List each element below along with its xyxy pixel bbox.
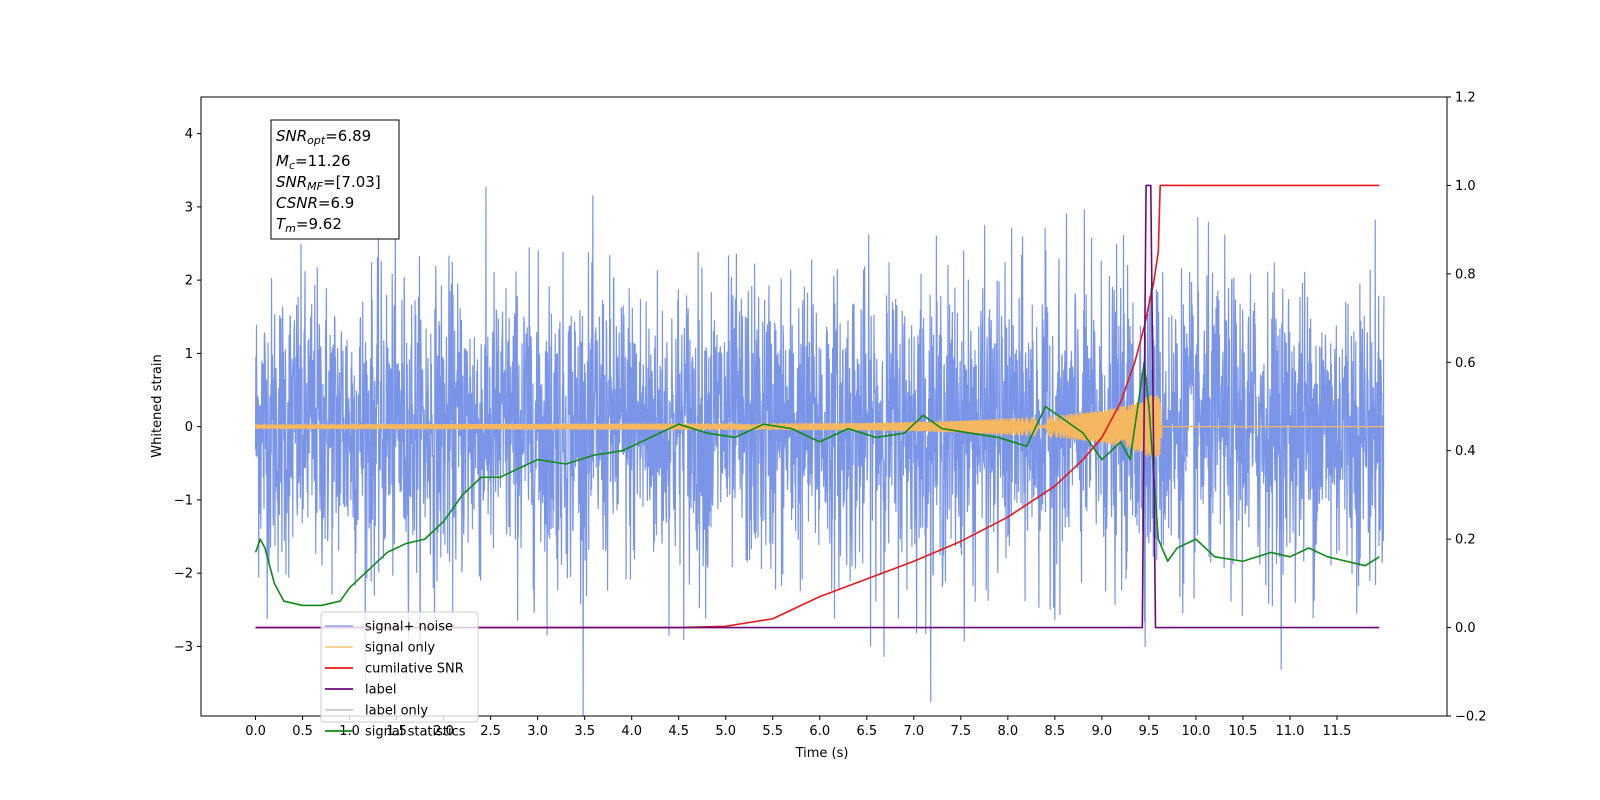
x-tick-label: 2.0 xyxy=(433,724,454,739)
x-axis-label: Time (s) xyxy=(795,746,849,761)
x-tick-label: 10.5 xyxy=(1228,724,1257,739)
x-tick-label: 8.0 xyxy=(998,724,1019,739)
series-signal-only xyxy=(254,394,1384,460)
x-axis: 0.0 0.5 1.0 1.5 2.0 2.5 3.0 3.5 4.0 4.5 5.0 5.5 6.0 6… xyxy=(245,716,1351,739)
y-right-tick-label: 0.6 xyxy=(1455,356,1476,371)
y-axis-left: 4 3 2 1 0 −1 −2 −3 xyxy=(174,127,201,655)
series-label xyxy=(255,184,1380,629)
y-left-tick-label: −3 xyxy=(174,640,193,655)
x-tick-label: 5.0 xyxy=(715,724,736,739)
x-tick-label: 11.5 xyxy=(1322,724,1351,739)
y-left-tick-label: 4 xyxy=(185,127,193,142)
y-left-tick-label: 1 xyxy=(185,347,193,362)
y-right-tick-label: 0.2 xyxy=(1455,533,1476,548)
y-right-tick-label: 0.4 xyxy=(1455,444,1476,459)
x-tick-label: 4.5 xyxy=(668,724,689,739)
annotation-snr-mf: SNRMF=[7.03] xyxy=(276,173,381,193)
x-tick-label: 7.5 xyxy=(950,724,971,739)
x-tick-label: 1.5 xyxy=(386,724,407,739)
x-tick-label: 4.0 xyxy=(621,724,642,739)
legend-label-label: label xyxy=(365,683,396,698)
y-right-tick-label: 1.2 xyxy=(1455,91,1476,106)
y-left-tick-label: 0 xyxy=(185,420,193,435)
legend-label-label-only: label only xyxy=(365,704,428,719)
x-tick-label: 8.5 xyxy=(1045,724,1066,739)
x-tick-label: 6.0 xyxy=(809,724,830,739)
annotation-box: SNRopt=6.89 Mc=11.26 SNRMF=[7.03] CSNR=6… xyxy=(270,119,400,240)
legend-label-signal-statistics: signal statistics xyxy=(365,725,466,740)
y-left-tick-label: 3 xyxy=(185,200,193,215)
y-axis-label: Whitened strain xyxy=(150,354,165,457)
series-cumilative-snr xyxy=(255,184,1380,629)
legend-frame xyxy=(320,611,479,723)
annotation-frame xyxy=(270,119,400,240)
x-tick-label: 6.5 xyxy=(856,724,877,739)
x-tick-label: 3.5 xyxy=(574,724,595,739)
x-tick-label: 9.5 xyxy=(1139,724,1160,739)
x-tick-label: 0.5 xyxy=(292,724,313,739)
y-left-tick-label: −1 xyxy=(174,493,193,508)
y-right-tick-label: 0.8 xyxy=(1455,267,1476,282)
x-tick-label: 7.0 xyxy=(903,724,924,739)
x-tick-label: 5.5 xyxy=(762,724,783,739)
annotation-snr-opt: SNRopt=6.89 xyxy=(276,127,371,147)
x-tick-label: 9.0 xyxy=(1092,724,1113,739)
x-tick-label: 3.0 xyxy=(527,724,548,739)
legend: signal+ noise signal only cumilative SNR la… xyxy=(320,611,479,740)
legend-label-signal-only: signal only xyxy=(365,641,435,656)
y-right-tick-label: 1.0 xyxy=(1455,179,1476,194)
x-tick-label: 10.0 xyxy=(1181,724,1210,739)
y-right-tick-label: −0.2 xyxy=(1455,710,1487,725)
annotation-csnr: CSNR=6.9 xyxy=(276,194,354,212)
legend-label-cumilative-snr: cumilative SNR xyxy=(365,662,464,677)
y-left-tick-label: 2 xyxy=(185,274,193,289)
annotation-tm: Tm=9.62 xyxy=(276,215,342,235)
x-tick-label: 0.0 xyxy=(245,724,266,739)
y-left-tick-label: −2 xyxy=(174,567,193,582)
x-tick-label: 11.0 xyxy=(1275,724,1304,739)
series-layer xyxy=(254,184,1385,716)
legend-label-signal-noise: signal+ noise xyxy=(365,620,453,635)
y-right-tick-label: 0.0 xyxy=(1455,621,1476,636)
y-axis-right: 1.2 1.0 0.8 0.6 0.4 0.2 0.0 −0.2 xyxy=(1447,91,1487,725)
series-signal-statistics xyxy=(254,361,1380,607)
annotation-mc: Mc=11.26 xyxy=(276,152,351,172)
plot-frame xyxy=(200,96,1448,717)
x-tick-label: 2.5 xyxy=(480,724,501,739)
